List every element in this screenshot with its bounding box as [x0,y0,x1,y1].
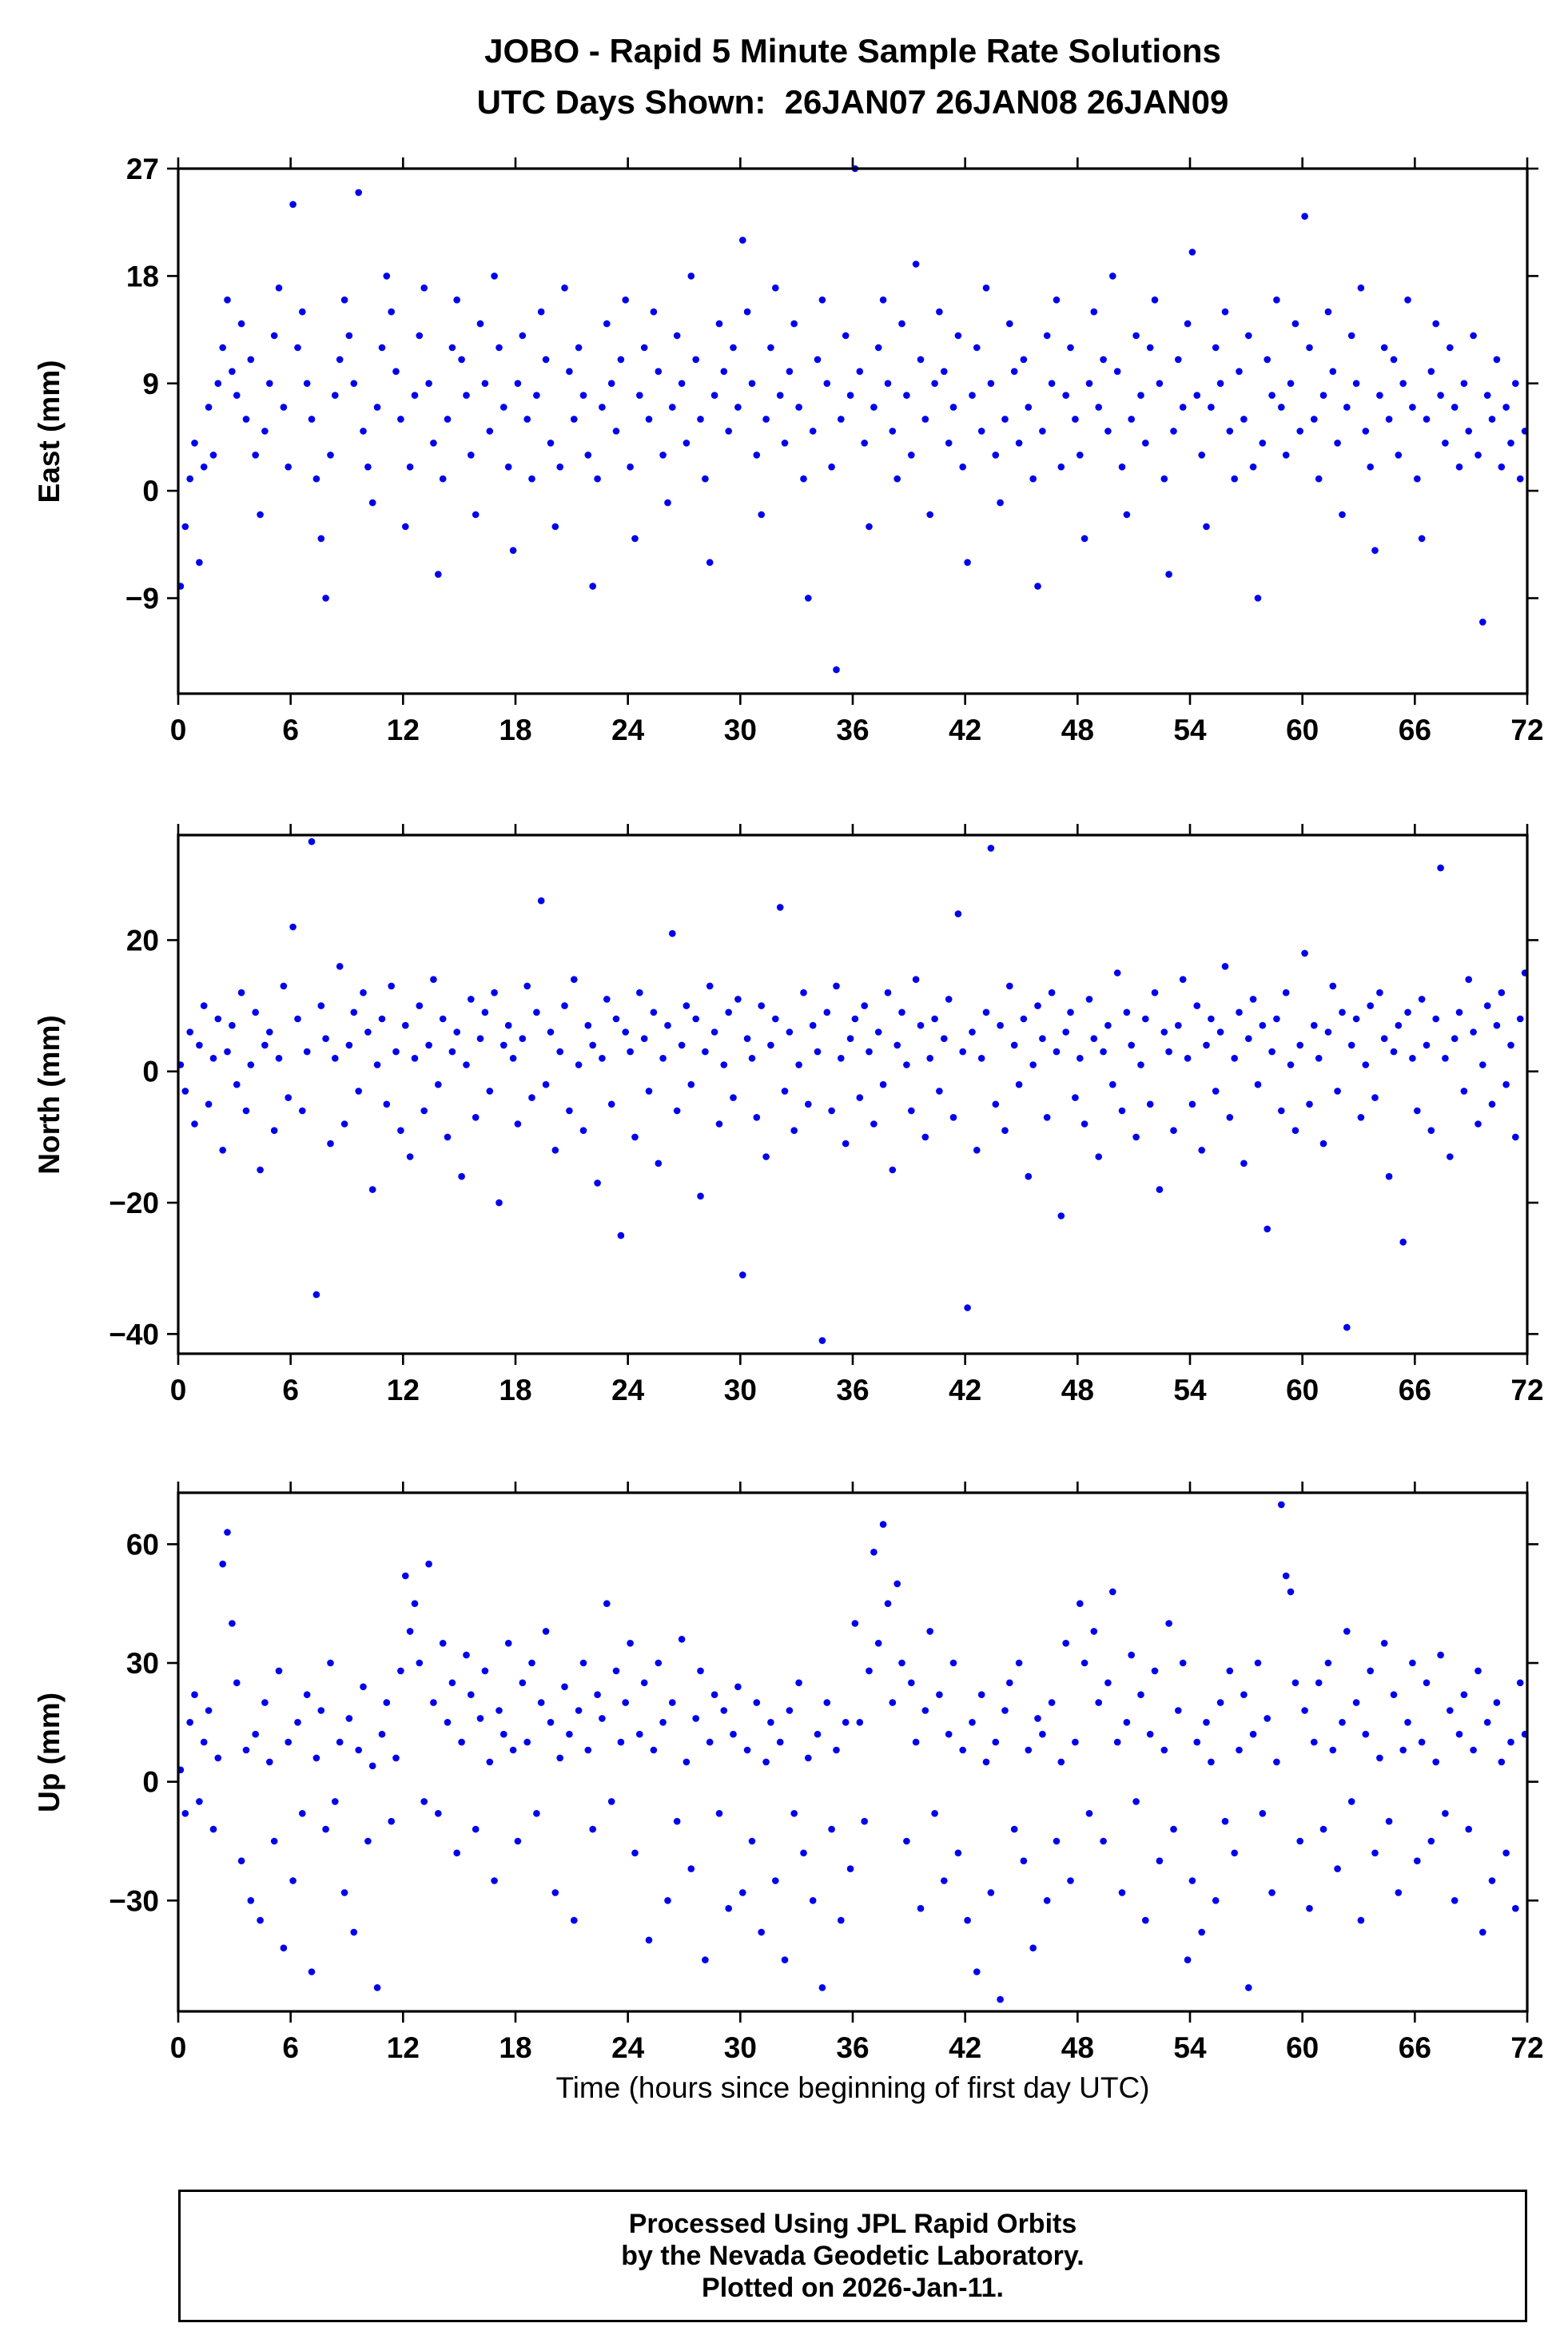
x-axis-label: Time (hours since beginning of first day… [555,2071,1150,2104]
x-tick-label: 48 [1061,1374,1094,1406]
x-tick-label: 18 [499,1374,531,1406]
y-tick-label: 18 [126,260,159,292]
x-tick-label: 24 [611,714,645,746]
x-tick-label: 30 [724,714,757,746]
x-tick-label: 72 [1510,2031,1543,2064]
east-axis-label: East (mm) [33,360,66,503]
y-tick-label: 27 [126,153,159,185]
x-tick-label: 42 [949,2031,981,2064]
panel-up: 0 6 12 18 24 30 36 42 48 54 60 66 72 60 30 0 −30 [109,1482,1544,2064]
y-tick-label: 20 [126,924,159,957]
y-tick-label: −30 [109,1884,159,1917]
x-tick-label: 6 [282,714,299,746]
x-tick-label: 60 [1286,714,1319,746]
x-tick-label: 24 [611,2031,645,2064]
x-tick-label: 36 [836,2031,869,2064]
x-tick-label: 6 [282,2031,299,2064]
x-tick-label: 36 [836,714,869,746]
x-tick-label: 60 [1286,1374,1319,1406]
x-tick-label: 36 [836,1374,869,1406]
scatter-points [177,1501,1529,2003]
plot-frame [177,833,1529,1355]
y-tick-label: 30 [126,1647,159,1680]
y-tick-label: 60 [126,1528,159,1561]
x-tick-label: 72 [1510,714,1543,746]
panel-north: 0 6 12 18 24 30 36 42 48 54 60 66 72 20 0 −20 −40 [109,824,1544,1406]
x-tick-label: 12 [387,714,420,746]
x-tick-label: 6 [282,1374,299,1406]
y-tick-label: −20 [109,1187,159,1219]
footer-line-1: Processed Using JPL Rapid Orbits [628,2209,1077,2239]
y-tick-label: 0 [142,1766,159,1799]
y-tick-label: −40 [109,1318,159,1351]
y-tick-label: 9 [142,368,159,400]
x-tick-label: 54 [1173,2031,1207,2064]
x-tick-label: 30 [724,2031,757,2064]
x-tick-label: 0 [170,2031,187,2064]
footer-line-2: by the Nevada Geodetic Laboratory. [621,2241,1084,2271]
plot-frame [177,1491,1529,2013]
x-tick-label: 18 [499,2031,531,2064]
y-tick-label: −9 [125,583,159,615]
footer-box: Processed Using JPL Rapid Orbits by the … [178,2190,1527,2322]
up-axis-label: Up (mm) [33,1692,66,1813]
x-tick-label: 54 [1173,714,1207,746]
x-tick-label: 48 [1061,714,1094,746]
panel-east: 0 6 12 18 24 30 36 42 48 54 60 66 72 27 18 9 0 −9 [125,153,1544,746]
x-tick-label: 42 [949,1374,981,1406]
x-tick-label: 54 [1173,1374,1207,1406]
x-tick-label: 66 [1399,1374,1431,1406]
x-tick-label: 72 [1510,1374,1543,1406]
y-tick-label: 0 [142,1056,159,1088]
footer-line-3: Plotted on 2026-Jan-11. [702,2273,1004,2303]
x-tick-label: 60 [1286,2031,1319,2064]
x-tick-label: 66 [1399,714,1431,746]
scatter-points [177,837,1529,1344]
x-tick-label: 66 [1399,2031,1431,2064]
x-tick-label: 48 [1061,2031,1094,2064]
scatter-points [177,165,1529,674]
x-tick-label: 0 [170,1374,187,1406]
north-axis-label: North (mm) [33,1015,66,1175]
x-tick-label: 0 [170,714,187,746]
chart-title: JOBO - Rapid 5 Minute Sample Rate Soluti… [484,32,1221,70]
y-tick-label: 0 [142,475,159,507]
x-tick-label: 12 [387,1374,420,1406]
x-tick-label: 30 [724,1374,757,1406]
x-tick-label: 18 [499,714,531,746]
x-tick-label: 12 [387,2031,420,2064]
chart-subtitle: UTC Days Shown: 26JAN07 26JAN08 26JAN09 [476,83,1229,121]
x-tick-label: 24 [611,1374,645,1406]
x-tick-label: 42 [949,714,981,746]
plot-frame [177,167,1529,695]
